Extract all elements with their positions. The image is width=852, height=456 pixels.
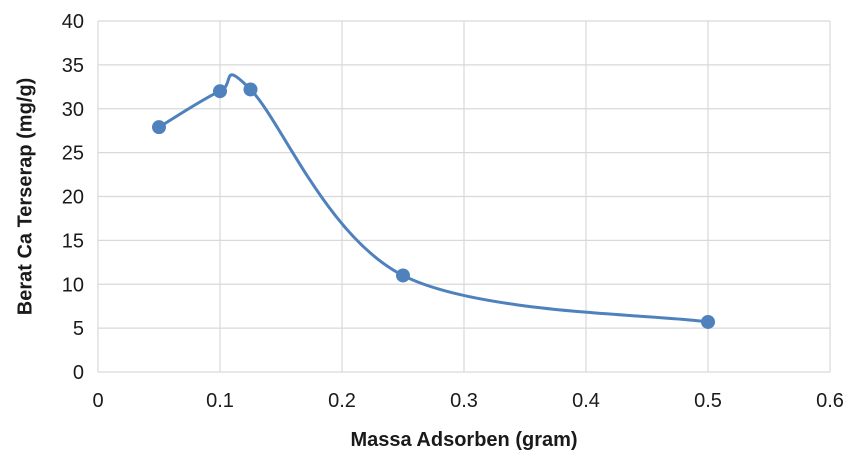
x-axis-ticks: 0 0.1 0.2 0.3 0.4 0.5 0.6 bbox=[92, 390, 843, 412]
x-tick-label: 0 bbox=[92, 390, 103, 412]
x-tick-label: 0.2 bbox=[328, 390, 356, 412]
data-point bbox=[701, 314, 715, 329]
y-tick-label: 20 bbox=[62, 187, 84, 209]
y-tick-label: 0 bbox=[73, 362, 84, 384]
x-tick-label: 0.4 bbox=[572, 390, 600, 412]
x-tick-label: 0.5 bbox=[694, 390, 722, 412]
y-tick-label: 30 bbox=[62, 99, 84, 121]
y-tick-label: 40 bbox=[62, 11, 84, 33]
y-tick-label: 15 bbox=[62, 230, 84, 252]
x-tick-label: 0.1 bbox=[206, 390, 234, 412]
y-tick-label: 25 bbox=[62, 143, 84, 165]
series-line bbox=[158, 73, 709, 324]
data-point bbox=[213, 84, 227, 99]
y-tick-label: 5 bbox=[73, 318, 84, 340]
grid bbox=[97, 20, 831, 373]
data-point bbox=[152, 120, 166, 135]
data-point bbox=[396, 268, 410, 283]
y-tick-label: 10 bbox=[62, 274, 84, 296]
series-group bbox=[152, 73, 715, 329]
x-tick-label: 0.6 bbox=[816, 390, 844, 412]
y-axis-title: Berat Ca Terserap (mg/g) bbox=[14, 78, 36, 315]
data-point bbox=[243, 82, 258, 97]
x-tick-label: 0.3 bbox=[450, 390, 478, 412]
x-axis-title: Massa Adsorben (gram) bbox=[350, 429, 577, 451]
y-axis-ticks: 0 5 10 15 20 25 30 35 40 bbox=[62, 11, 84, 384]
y-tick-label: 35 bbox=[62, 55, 84, 77]
